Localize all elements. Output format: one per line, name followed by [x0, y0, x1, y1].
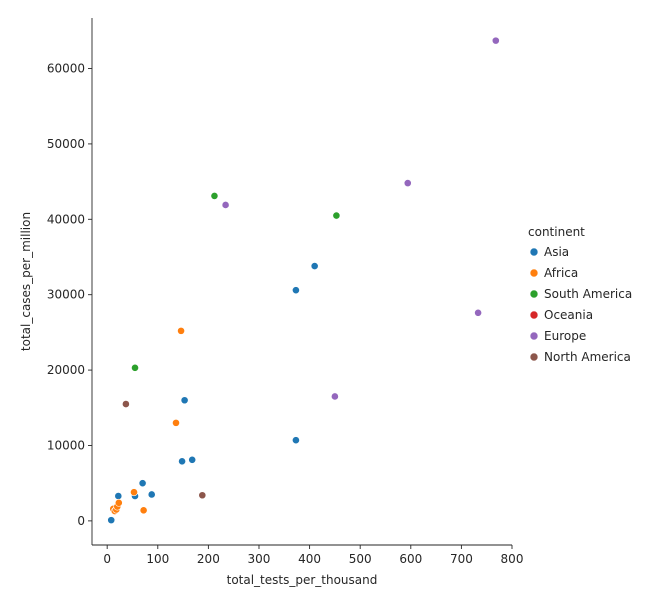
data-point [130, 488, 138, 497]
legend-label: North America [544, 350, 631, 364]
data-point [292, 436, 300, 445]
data-point [107, 516, 116, 525]
data-point [180, 396, 189, 405]
legend-label: Europe [544, 329, 586, 343]
legend-marker [529, 247, 539, 257]
x-tick-label: 200 [197, 552, 220, 566]
legend-marker [529, 289, 539, 299]
legend: continent Asia Africa South America Oceania… [528, 225, 632, 364]
y-tick-label: 0 [77, 514, 85, 528]
legend-item: South America [529, 287, 632, 301]
data-point [131, 363, 139, 372]
y-tick-label: 20000 [47, 363, 85, 377]
data-point [210, 192, 219, 200]
x-tick-label: 500 [349, 552, 372, 566]
legend-label: Oceania [544, 308, 593, 322]
data-points [107, 36, 500, 525]
data-point [188, 455, 197, 464]
data-point [221, 201, 230, 209]
data-point [177, 326, 185, 335]
series-africa [109, 326, 185, 515]
legend-item: Oceania [529, 308, 593, 322]
legend-marker [529, 268, 539, 278]
legend-title: continent [528, 225, 585, 239]
legend-item: Europe [529, 329, 586, 343]
y-tick-label: 10000 [47, 438, 85, 452]
data-point [491, 36, 500, 45]
x-tick-label: 0 [103, 552, 111, 566]
x-tick-label: 100 [146, 552, 169, 566]
data-point [198, 491, 207, 500]
data-point [114, 498, 123, 507]
data-point [178, 457, 186, 466]
legend-label: South America [544, 287, 632, 301]
data-point [172, 418, 180, 427]
legend-marker [529, 331, 539, 341]
data-point [330, 392, 339, 401]
legend-label: Africa [544, 266, 578, 280]
y-tick-label: 40000 [47, 212, 85, 226]
legend-marker [529, 310, 539, 320]
data-point [332, 211, 341, 220]
data-point [403, 179, 412, 188]
x-tick-label: 400 [298, 552, 321, 566]
series-north-america [122, 400, 207, 500]
legend-label: Asia [544, 245, 569, 259]
x-tick-label: 800 [501, 552, 524, 566]
legend-item: Asia [529, 245, 569, 259]
x-tick-label: 700 [450, 552, 473, 566]
data-point [139, 506, 148, 515]
y-tick-label: 60000 [47, 62, 85, 76]
y-tick-label: 30000 [47, 288, 85, 302]
legend-item: North America [529, 350, 631, 364]
y-axis: 0 10000 20000 30000 40000 50000 60000 [47, 18, 93, 545]
series-europe [221, 36, 500, 401]
y-tick-label: 50000 [47, 137, 85, 151]
series-asia [107, 262, 319, 525]
data-point [114, 492, 123, 500]
y-axis-label: total_cases_per_million [19, 212, 33, 351]
data-point [147, 490, 156, 499]
legend-item: Africa [529, 266, 578, 280]
data-point [138, 479, 147, 488]
data-point [292, 286, 300, 295]
data-point [122, 400, 130, 408]
data-point [310, 262, 319, 270]
x-tick-label: 600 [399, 552, 422, 566]
x-tick-label: 300 [248, 552, 271, 566]
x-axis-label: total_tests_per_thousand [227, 573, 378, 587]
legend-marker [529, 352, 539, 362]
x-axis: 0 100 200 300 400 500 600 700 800 [92, 544, 524, 566]
series-south-america [131, 192, 341, 372]
data-point [474, 308, 482, 317]
